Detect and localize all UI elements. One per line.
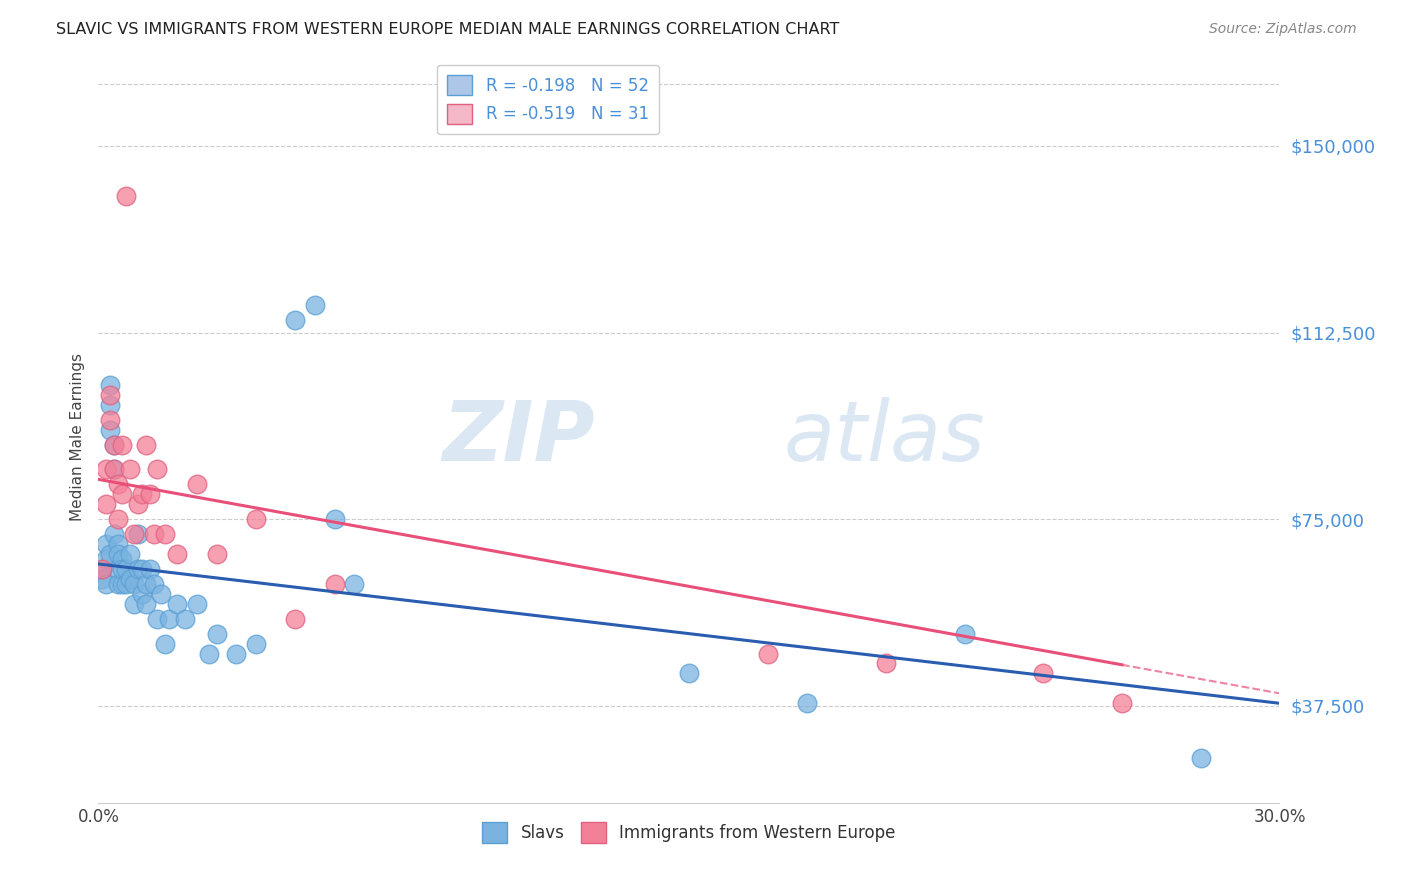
Point (157, 612, 180, 626)
Point (96, 577, 118, 591)
Text: ZIP: ZIP (441, 397, 595, 477)
Point (98, 377, 121, 392)
Point (186, 597, 208, 611)
Point (155, 636, 177, 650)
Point (122, 527, 145, 541)
Point (122, 577, 145, 591)
Point (103, 527, 125, 541)
Point (107, 477, 129, 491)
Point (107, 547, 129, 561)
Point (96, 552, 118, 566)
Point (155, 527, 177, 541)
Point (96, 537, 118, 551)
Point (343, 577, 366, 591)
Point (98, 398, 121, 412)
Point (756, 647, 779, 661)
Point (98, 412, 121, 426)
Point (107, 512, 129, 526)
Legend: Slavs, Immigrants from Western Europe: Slavs, Immigrants from Western Europe (475, 815, 903, 849)
Point (323, 512, 346, 526)
Point (131, 487, 153, 501)
Point (103, 462, 125, 476)
Point (225, 647, 247, 661)
Point (245, 512, 267, 526)
Point (150, 587, 173, 601)
Point (146, 462, 169, 476)
Point (111, 552, 134, 566)
Point (91, 562, 114, 576)
Text: Source: ZipAtlas.com: Source: ZipAtlas.com (1209, 22, 1357, 37)
Point (127, 497, 149, 511)
Point (107, 577, 129, 591)
Point (166, 547, 188, 561)
Point (91, 572, 114, 586)
Point (107, 562, 129, 576)
Y-axis label: Median Male Earnings: Median Male Earnings (69, 353, 84, 521)
Point (131, 562, 153, 576)
Point (111, 487, 134, 501)
Point (1032, 666, 1054, 681)
Point (186, 477, 208, 491)
Point (135, 437, 157, 451)
Point (678, 666, 700, 681)
Point (146, 612, 169, 626)
Point (131, 587, 153, 601)
Point (118, 462, 141, 476)
Point (115, 188, 138, 202)
Point (103, 437, 125, 451)
Point (103, 462, 125, 476)
Point (91, 562, 114, 576)
Point (1111, 696, 1133, 710)
Point (111, 577, 134, 591)
Point (98, 388, 121, 402)
Text: SLAVIC VS IMMIGRANTS FROM WESTERN EUROPE MEDIAN MALE EARNINGS CORRELATION CHART: SLAVIC VS IMMIGRANTS FROM WESTERN EUROPE… (56, 22, 839, 37)
Point (166, 597, 188, 611)
Point (115, 577, 138, 591)
Point (135, 577, 157, 591)
Point (98, 547, 121, 561)
Point (953, 626, 976, 640)
Point (284, 313, 307, 327)
Point (323, 577, 346, 591)
Point (135, 597, 157, 611)
Point (205, 626, 228, 640)
Point (174, 612, 197, 626)
Point (197, 647, 219, 661)
Text: atlas: atlas (783, 397, 986, 477)
Point (245, 636, 267, 650)
Point (205, 547, 228, 561)
Point (103, 437, 125, 451)
Point (875, 657, 897, 671)
Point (115, 562, 138, 576)
Point (111, 562, 134, 576)
Point (118, 572, 141, 586)
Point (138, 562, 160, 576)
Point (107, 537, 129, 551)
Point (96, 497, 118, 511)
Point (111, 437, 134, 451)
Point (284, 612, 307, 626)
Point (118, 547, 141, 561)
Point (98, 423, 121, 437)
Point (96, 462, 118, 476)
Point (138, 487, 160, 501)
Point (127, 562, 149, 576)
Point (1189, 751, 1212, 765)
Point (796, 696, 818, 710)
Point (142, 577, 165, 591)
Point (122, 597, 145, 611)
Point (127, 527, 149, 541)
Point (304, 298, 326, 312)
Point (142, 527, 165, 541)
